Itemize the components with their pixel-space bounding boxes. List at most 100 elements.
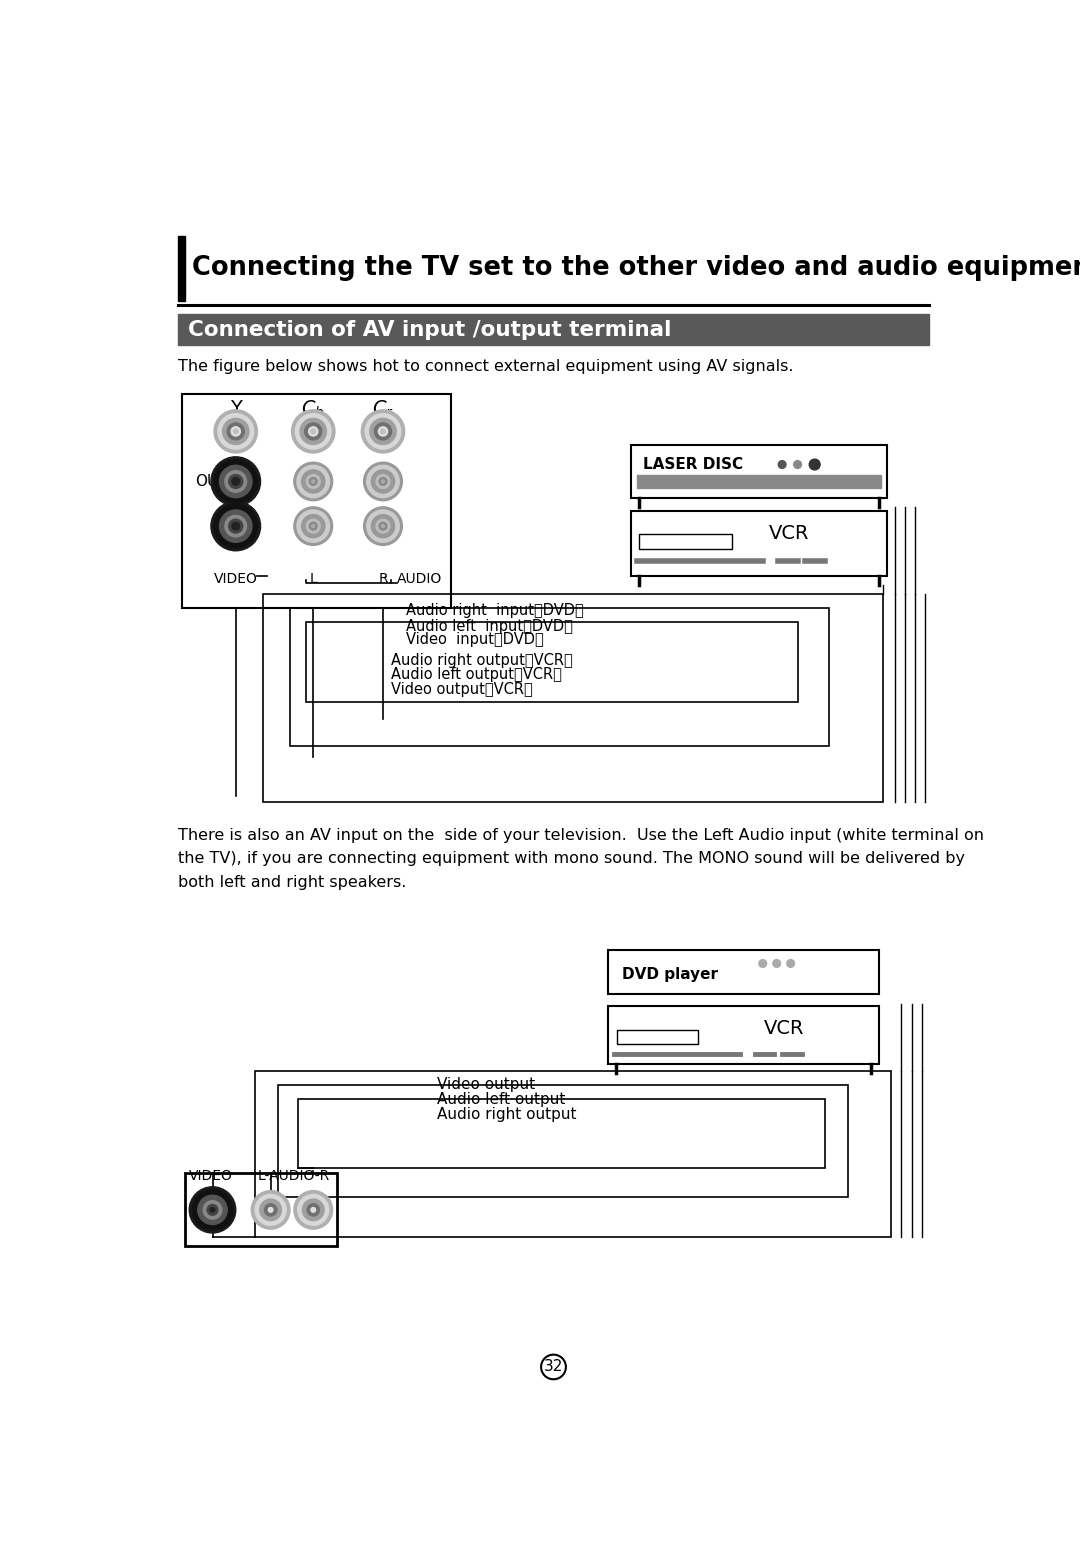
Circle shape — [192, 1189, 232, 1230]
Circle shape — [260, 1199, 282, 1221]
Circle shape — [779, 460, 786, 468]
Bar — [298, 1099, 825, 1168]
Bar — [608, 1005, 879, 1063]
Circle shape — [232, 523, 240, 531]
Circle shape — [222, 418, 248, 445]
Text: VIDEO: VIDEO — [189, 1169, 233, 1183]
Circle shape — [198, 1196, 227, 1224]
Circle shape — [227, 423, 244, 440]
Circle shape — [301, 470, 325, 493]
Text: Audio left output: Audio left output — [437, 1093, 566, 1107]
Circle shape — [307, 520, 321, 532]
Bar — [186, 1172, 337, 1246]
Circle shape — [294, 462, 333, 501]
Circle shape — [809, 459, 820, 470]
Circle shape — [203, 1200, 221, 1219]
Circle shape — [300, 418, 326, 445]
Circle shape — [294, 507, 333, 545]
Text: Audio right  input（DVD）: Audio right input（DVD） — [406, 603, 584, 618]
Circle shape — [232, 478, 240, 485]
Circle shape — [214, 460, 257, 503]
Circle shape — [229, 520, 243, 532]
Circle shape — [219, 465, 252, 498]
Bar — [262, 593, 882, 802]
Circle shape — [268, 1208, 273, 1213]
Text: Audio right output（VCR）: Audio right output（VCR） — [391, 652, 572, 668]
Text: Y: Y — [230, 400, 242, 418]
Circle shape — [297, 510, 329, 542]
Text: VIDEO: VIDEO — [214, 573, 258, 587]
Text: Audio left  input（DVD）: Audio left input（DVD） — [406, 618, 573, 634]
Circle shape — [794, 460, 801, 468]
Circle shape — [292, 411, 335, 453]
Circle shape — [265, 1204, 276, 1216]
Circle shape — [380, 429, 386, 434]
Text: AUDIO: AUDIO — [397, 573, 442, 587]
Circle shape — [381, 524, 384, 528]
Text: Audio right output: Audio right output — [437, 1107, 577, 1122]
Circle shape — [309, 426, 318, 436]
Bar — [617, 1030, 699, 1044]
Circle shape — [378, 426, 388, 436]
Text: There is also an AV input on the  side of your television.  Use the Left Audio i: There is also an AV input on the side of… — [177, 827, 984, 890]
Circle shape — [365, 414, 401, 450]
Text: VCR: VCR — [764, 1019, 805, 1038]
Circle shape — [218, 414, 254, 450]
Circle shape — [302, 1199, 324, 1221]
Circle shape — [207, 1205, 218, 1216]
Circle shape — [376, 520, 390, 532]
Text: Video  input（DVD）: Video input（DVD） — [406, 632, 544, 648]
Circle shape — [294, 1191, 333, 1229]
Circle shape — [219, 510, 252, 542]
Circle shape — [773, 960, 781, 968]
Text: R: R — [378, 573, 388, 587]
Text: L-AUDIO-R: L-AUDIO-R — [258, 1169, 330, 1183]
Circle shape — [211, 501, 260, 551]
Circle shape — [367, 510, 400, 542]
Bar — [608, 949, 879, 994]
Bar — [181, 393, 451, 607]
Circle shape — [379, 523, 387, 531]
Text: $C_b$: $C_b$ — [301, 400, 325, 420]
Circle shape — [231, 426, 241, 436]
Text: Connection of AV input /output terminal: Connection of AV input /output terminal — [188, 320, 671, 340]
Circle shape — [211, 1208, 215, 1213]
Circle shape — [362, 411, 405, 453]
Text: LASER DISC: LASER DISC — [643, 457, 743, 471]
Text: L: L — [309, 573, 318, 587]
Circle shape — [379, 478, 387, 485]
Circle shape — [309, 478, 318, 485]
Bar — [631, 445, 887, 498]
Bar — [177, 236, 186, 301]
Bar — [255, 1071, 891, 1236]
Circle shape — [309, 523, 318, 531]
Text: Video output（VCR）: Video output（VCR） — [391, 682, 532, 696]
Circle shape — [252, 1191, 291, 1229]
Circle shape — [364, 507, 403, 545]
Circle shape — [381, 479, 384, 482]
Text: DVD player: DVD player — [622, 966, 718, 982]
Circle shape — [214, 411, 257, 453]
Circle shape — [786, 960, 795, 968]
Circle shape — [759, 960, 767, 968]
Text: Connecting the TV set to the other video and audio equipment: Connecting the TV set to the other video… — [192, 254, 1080, 281]
Circle shape — [229, 475, 243, 489]
Bar — [637, 475, 880, 487]
Text: OUT: OUT — [195, 475, 228, 489]
Text: IN: IN — [212, 518, 228, 534]
Text: Audio left output（VCR）: Audio left output（VCR） — [391, 667, 562, 682]
Circle shape — [305, 423, 322, 440]
Bar — [306, 621, 798, 702]
Circle shape — [372, 515, 394, 537]
Circle shape — [364, 462, 403, 501]
Circle shape — [307, 475, 321, 489]
Bar — [631, 510, 887, 576]
Circle shape — [367, 465, 400, 498]
Bar — [291, 607, 828, 746]
Circle shape — [311, 429, 315, 434]
Circle shape — [372, 470, 394, 493]
Circle shape — [189, 1186, 235, 1233]
Text: VCR: VCR — [769, 524, 810, 543]
Circle shape — [375, 423, 392, 440]
Bar — [279, 1085, 848, 1197]
